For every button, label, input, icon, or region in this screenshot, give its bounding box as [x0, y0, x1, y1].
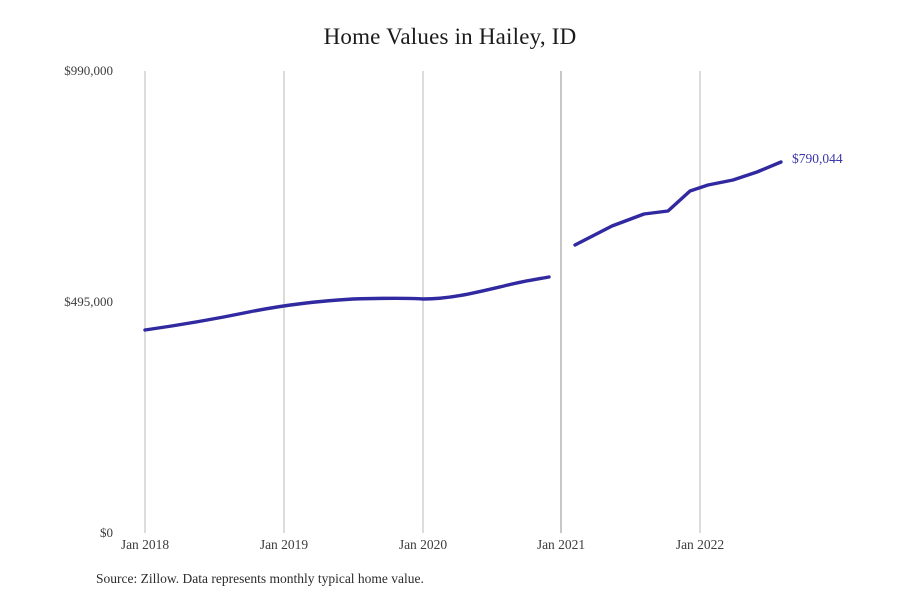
x-tick-label-jan-2022: Jan 2022	[675, 537, 725, 552]
y-tick-label-mid: $495,000	[64, 294, 113, 309]
chart-title: Home Values in Hailey, ID	[323, 24, 577, 49]
y-tick-label-bottom: $0	[100, 525, 113, 540]
y-tick-label-top: $990,000	[64, 63, 113, 78]
x-tick-label-jan-2020: Jan 2020	[398, 537, 448, 552]
data-series-line	[143, 160, 783, 332]
x-tick-label-jan-2019: Jan 2019	[259, 537, 309, 552]
end-value-label: $790,044	[792, 151, 843, 166]
series-segment-2	[573, 160, 783, 247]
x-tick-label-jan-2021: Jan 2021	[536, 537, 586, 552]
series-segment-1	[143, 275, 551, 332]
source-note: Source: Zillow. Data represents monthly …	[96, 571, 424, 586]
x-tick-label-jan-2018: Jan 2018	[120, 537, 170, 552]
x-gridlines	[144, 71, 701, 533]
